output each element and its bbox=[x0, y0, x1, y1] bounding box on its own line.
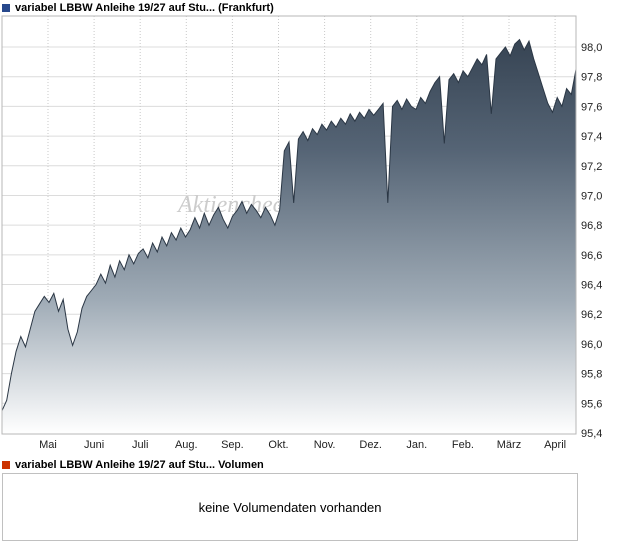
y-tick-label: 96,2 bbox=[581, 309, 602, 321]
x-tick-label: Sep. bbox=[221, 439, 244, 451]
volume-panel: keine Volumendaten vorhanden bbox=[2, 473, 578, 541]
x-tick-label: Mai bbox=[39, 439, 57, 451]
x-tick-label: Juni bbox=[84, 439, 104, 451]
x-tick-label: Okt. bbox=[268, 439, 288, 451]
y-tick-label: 96,6 bbox=[581, 250, 602, 262]
price-chart: 95,4 95,6 95,8 96,0 96,2 96,4 96,6 96,8 97,0 97,2… bbox=[1, 15, 602, 451]
x-tick-label: April bbox=[544, 439, 566, 451]
y-tick-label: 95,6 bbox=[581, 398, 602, 410]
y-tick-label: 95,8 bbox=[581, 369, 602, 381]
x-tick-label: Jan. bbox=[406, 439, 427, 451]
y-tick-label: 95,4 bbox=[581, 428, 602, 440]
x-tick-label: Nov. bbox=[314, 439, 336, 451]
price-chart-title: variabel LBBW Anleihe 19/27 auf Stu... (… bbox=[15, 2, 274, 14]
price-area bbox=[2, 39, 576, 434]
y-tick-label: 98,0 bbox=[581, 42, 602, 54]
y-tick-label: 97,0 bbox=[581, 190, 602, 202]
y-tick-label: 97,8 bbox=[581, 72, 602, 84]
x-tick-label: Aug. bbox=[175, 439, 198, 451]
price-chart-legend: variabel LBBW Anleihe 19/27 auf Stu... (… bbox=[2, 2, 274, 14]
price-line bbox=[1, 38, 577, 411]
volume-chart-title: variabel LBBW Anleihe 19/27 auf Stu... V… bbox=[15, 459, 264, 471]
volume-series-marker-icon bbox=[2, 461, 10, 469]
x-tick-label: Feb. bbox=[452, 439, 474, 451]
x-tick-label: Dez. bbox=[359, 439, 382, 451]
y-tick-label: 97,4 bbox=[581, 131, 602, 143]
y-tick-label: 97,6 bbox=[581, 101, 602, 113]
y-tick-label: 96,0 bbox=[581, 339, 602, 351]
plot-border bbox=[1, 15, 577, 435]
x-tick-label: März bbox=[497, 439, 521, 451]
x-tick-label: Juli bbox=[132, 439, 149, 451]
price-series-marker-icon bbox=[2, 4, 10, 12]
y-tick-label: 96,8 bbox=[581, 220, 602, 232]
no-volume-message: keine Volumendaten vorhanden bbox=[198, 499, 382, 515]
y-tick-label: 97,2 bbox=[581, 161, 602, 173]
y-tick-label: 96,4 bbox=[581, 280, 602, 292]
volume-chart-legend: variabel LBBW Anleihe 19/27 auf Stu... V… bbox=[2, 459, 264, 471]
